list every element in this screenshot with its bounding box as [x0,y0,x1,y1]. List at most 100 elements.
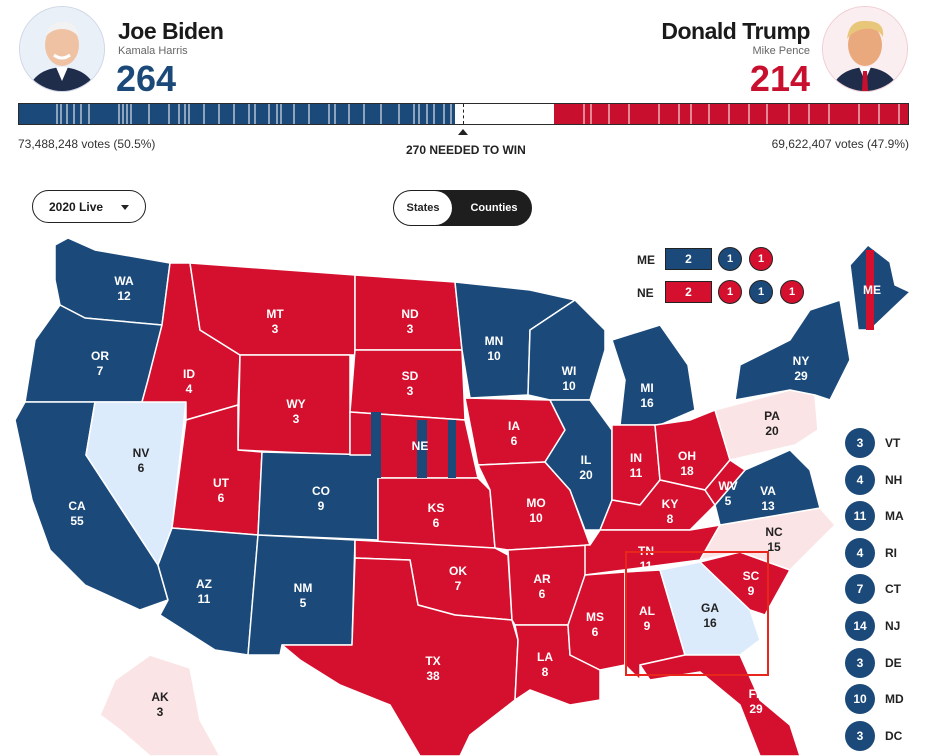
bar-state-dividers [56,104,900,124]
small-state-nj[interactable]: 14 NJ [845,611,900,641]
small-state-ev: 3 [845,428,875,458]
small-state-vt[interactable]: 3 VT [845,428,900,458]
small-state-ri[interactable]: 4 RI [845,537,897,568]
split-box-ne[interactable]: 2 [665,281,712,303]
state-ev-wa: 12 [117,289,131,303]
state-ev-or: 7 [97,364,104,378]
chevron-down-icon [121,205,129,210]
state-label-wa: WA [114,274,134,288]
split-dot-me-1[interactable]: 1 [718,247,742,271]
state-tn[interactable] [584,524,721,576]
small-state-ev: 10 [845,684,875,715]
small-state-ev: 4 [845,464,875,495]
state-ky[interactable] [599,479,716,531]
ne-district-stripe [371,412,381,478]
small-state-ev: 3 [845,647,875,678]
small-state-abbr: VT [885,436,901,450]
state-il[interactable] [544,399,613,531]
state-label-oh: OH [678,449,696,463]
state-label-nd: ND [401,307,419,321]
state-ev-ak: 3 [157,705,164,719]
state-mi[interactable] [611,324,696,426]
state-label-sc: SC [743,569,760,583]
state-ev-az: 11 [198,592,211,606]
small-state-ev: 11 [845,501,875,532]
ne-district-stripe [448,420,456,478]
trump-avatar [822,6,908,92]
state-ev-nd: 3 [407,322,414,336]
left-candidate-name: Joe Biden [118,18,224,44]
state-ev-mo: 10 [529,511,543,525]
right-running-mate: Mike Pence [752,45,810,57]
state-ev-nc: 15 [767,540,781,554]
state-ev-ut: 6 [218,491,225,505]
small-state-dc[interactable]: 3 DC [845,720,902,751]
us-election-map: WA12OR7CA55NV6ID4MT3WY3UT6AZ11CO9NM5ND3S… [14,237,911,756]
state-label-mn: MN [485,334,504,348]
state-label-tx: TX [425,654,440,668]
state-ev-co: 9 [318,499,325,513]
small-state-abbr: NH [885,472,903,487]
state-label-mo: MO [526,496,545,510]
state-me[interactable] [849,244,911,331]
state-ev-oh: 18 [680,464,694,478]
year-dropdown[interactable]: 2020 Live [32,190,146,223]
state-label-mt: MT [266,307,284,321]
small-state-ma[interactable]: 11 MA [845,501,904,532]
small-state-de[interactable]: 3 DE [845,647,902,678]
split-dot-ne-3[interactable]: 1 [780,280,804,304]
split-box-me[interactable]: 2 [665,248,712,270]
state-wv[interactable] [704,459,746,506]
state-label-ca: CA [68,499,86,513]
state-ev-tx: 38 [426,669,440,683]
state-ak[interactable] [99,654,221,756]
state-ev-pa: 20 [765,424,779,438]
state-wi[interactable] [527,299,606,401]
toggle-counties[interactable]: Counties [470,202,518,214]
state-ev-ms: 6 [592,625,599,639]
split-dot-ne-2[interactable]: 1 [749,280,773,304]
state-label-ks: KS [428,501,445,515]
split-dot-me-2[interactable]: 1 [749,247,773,271]
state-label-al: AL [639,604,655,618]
state-ev-ny: 29 [794,369,808,383]
small-state-ct[interactable]: 7 CT [845,574,901,605]
state-ev-la: 8 [542,665,549,679]
split-dot-ne-1[interactable]: 1 [718,280,742,304]
toggle-states[interactable]: States [394,191,452,225]
threshold-caret-icon [458,129,468,135]
split-label-me: ME [637,253,655,267]
state-label-nv: NV [133,446,150,460]
state-label-co: CO [312,484,330,498]
small-state-nh[interactable]: 4 NH [845,464,903,495]
state-ev-fl: 29 [749,702,763,716]
small-state-md[interactable]: 10 MD [845,684,904,715]
state-label-me: ME [863,283,881,297]
left-running-mate: Kamala Harris [118,45,188,57]
state-ev-ca: 55 [70,514,84,528]
state-label-ok: OK [449,564,467,578]
right-candidate-name: Donald Trump [661,18,810,44]
win-threshold-line [463,104,464,124]
state-label-ia: IA [508,419,520,433]
map-view-toggle[interactable]: States Counties [393,190,532,226]
state-nm[interactable] [247,534,356,656]
state-label-fl: FL [749,687,764,701]
state-ny[interactable] [734,299,851,401]
needed-to-win-label: 270 NEEDED TO WIN [406,143,526,157]
state-ev-ga: 16 [703,616,717,630]
state-ev-wv: 5 [725,494,732,508]
rep-bar-fill [554,104,908,124]
state-label-wy: WY [286,397,305,411]
small-state-abbr: MA [885,509,904,524]
left-electoral-votes: 264 [116,58,177,99]
state-ev-ia: 6 [511,434,518,448]
state-tx[interactable] [281,557,519,756]
left-popular-votes: 73,488,248 votes (50.5%) [18,137,156,151]
state-ev-mi: 16 [640,396,654,410]
state-label-in: IN [630,451,642,465]
small-state-abbr: DE [885,655,902,670]
state-label-ne: NE [412,439,429,453]
electoral-progress-bar [18,103,909,125]
highlight-box [625,551,769,676]
